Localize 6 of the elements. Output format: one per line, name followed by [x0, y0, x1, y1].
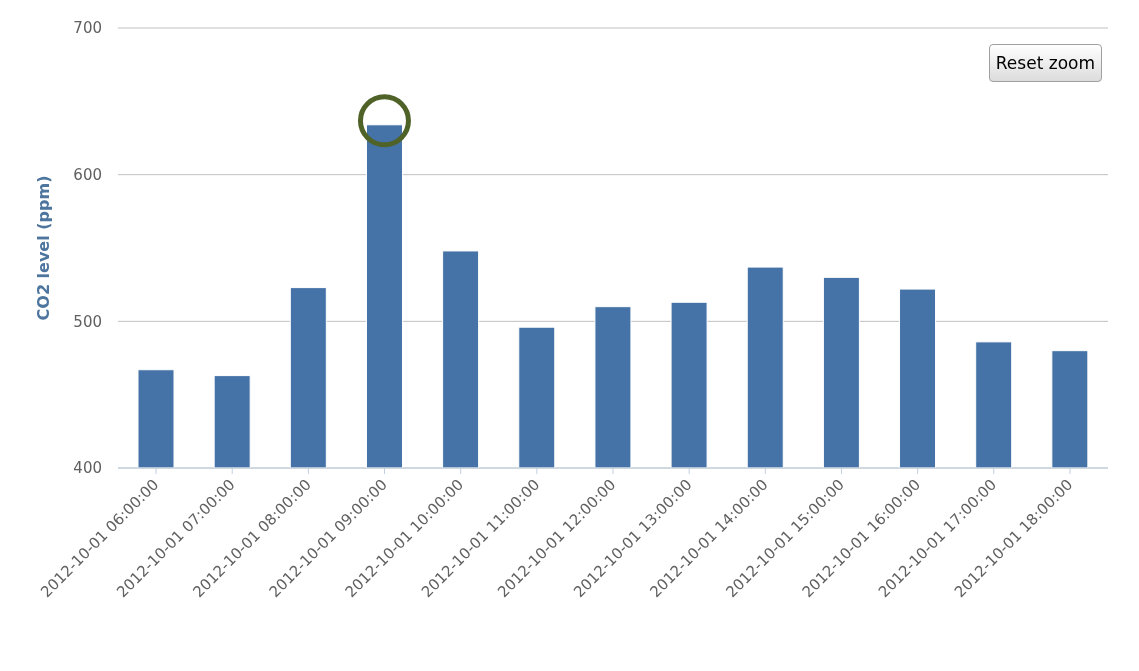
y-tick-label: 500 — [73, 312, 102, 331]
y-tick-label: 600 — [73, 165, 102, 184]
y-axis-title: CO2 level (ppm) — [33, 175, 53, 321]
y-tick-label: 700 — [73, 19, 102, 38]
reset-zoom-button: Reset zoom — [988, 44, 1102, 82]
y-tick-label: 400 — [73, 459, 102, 478]
